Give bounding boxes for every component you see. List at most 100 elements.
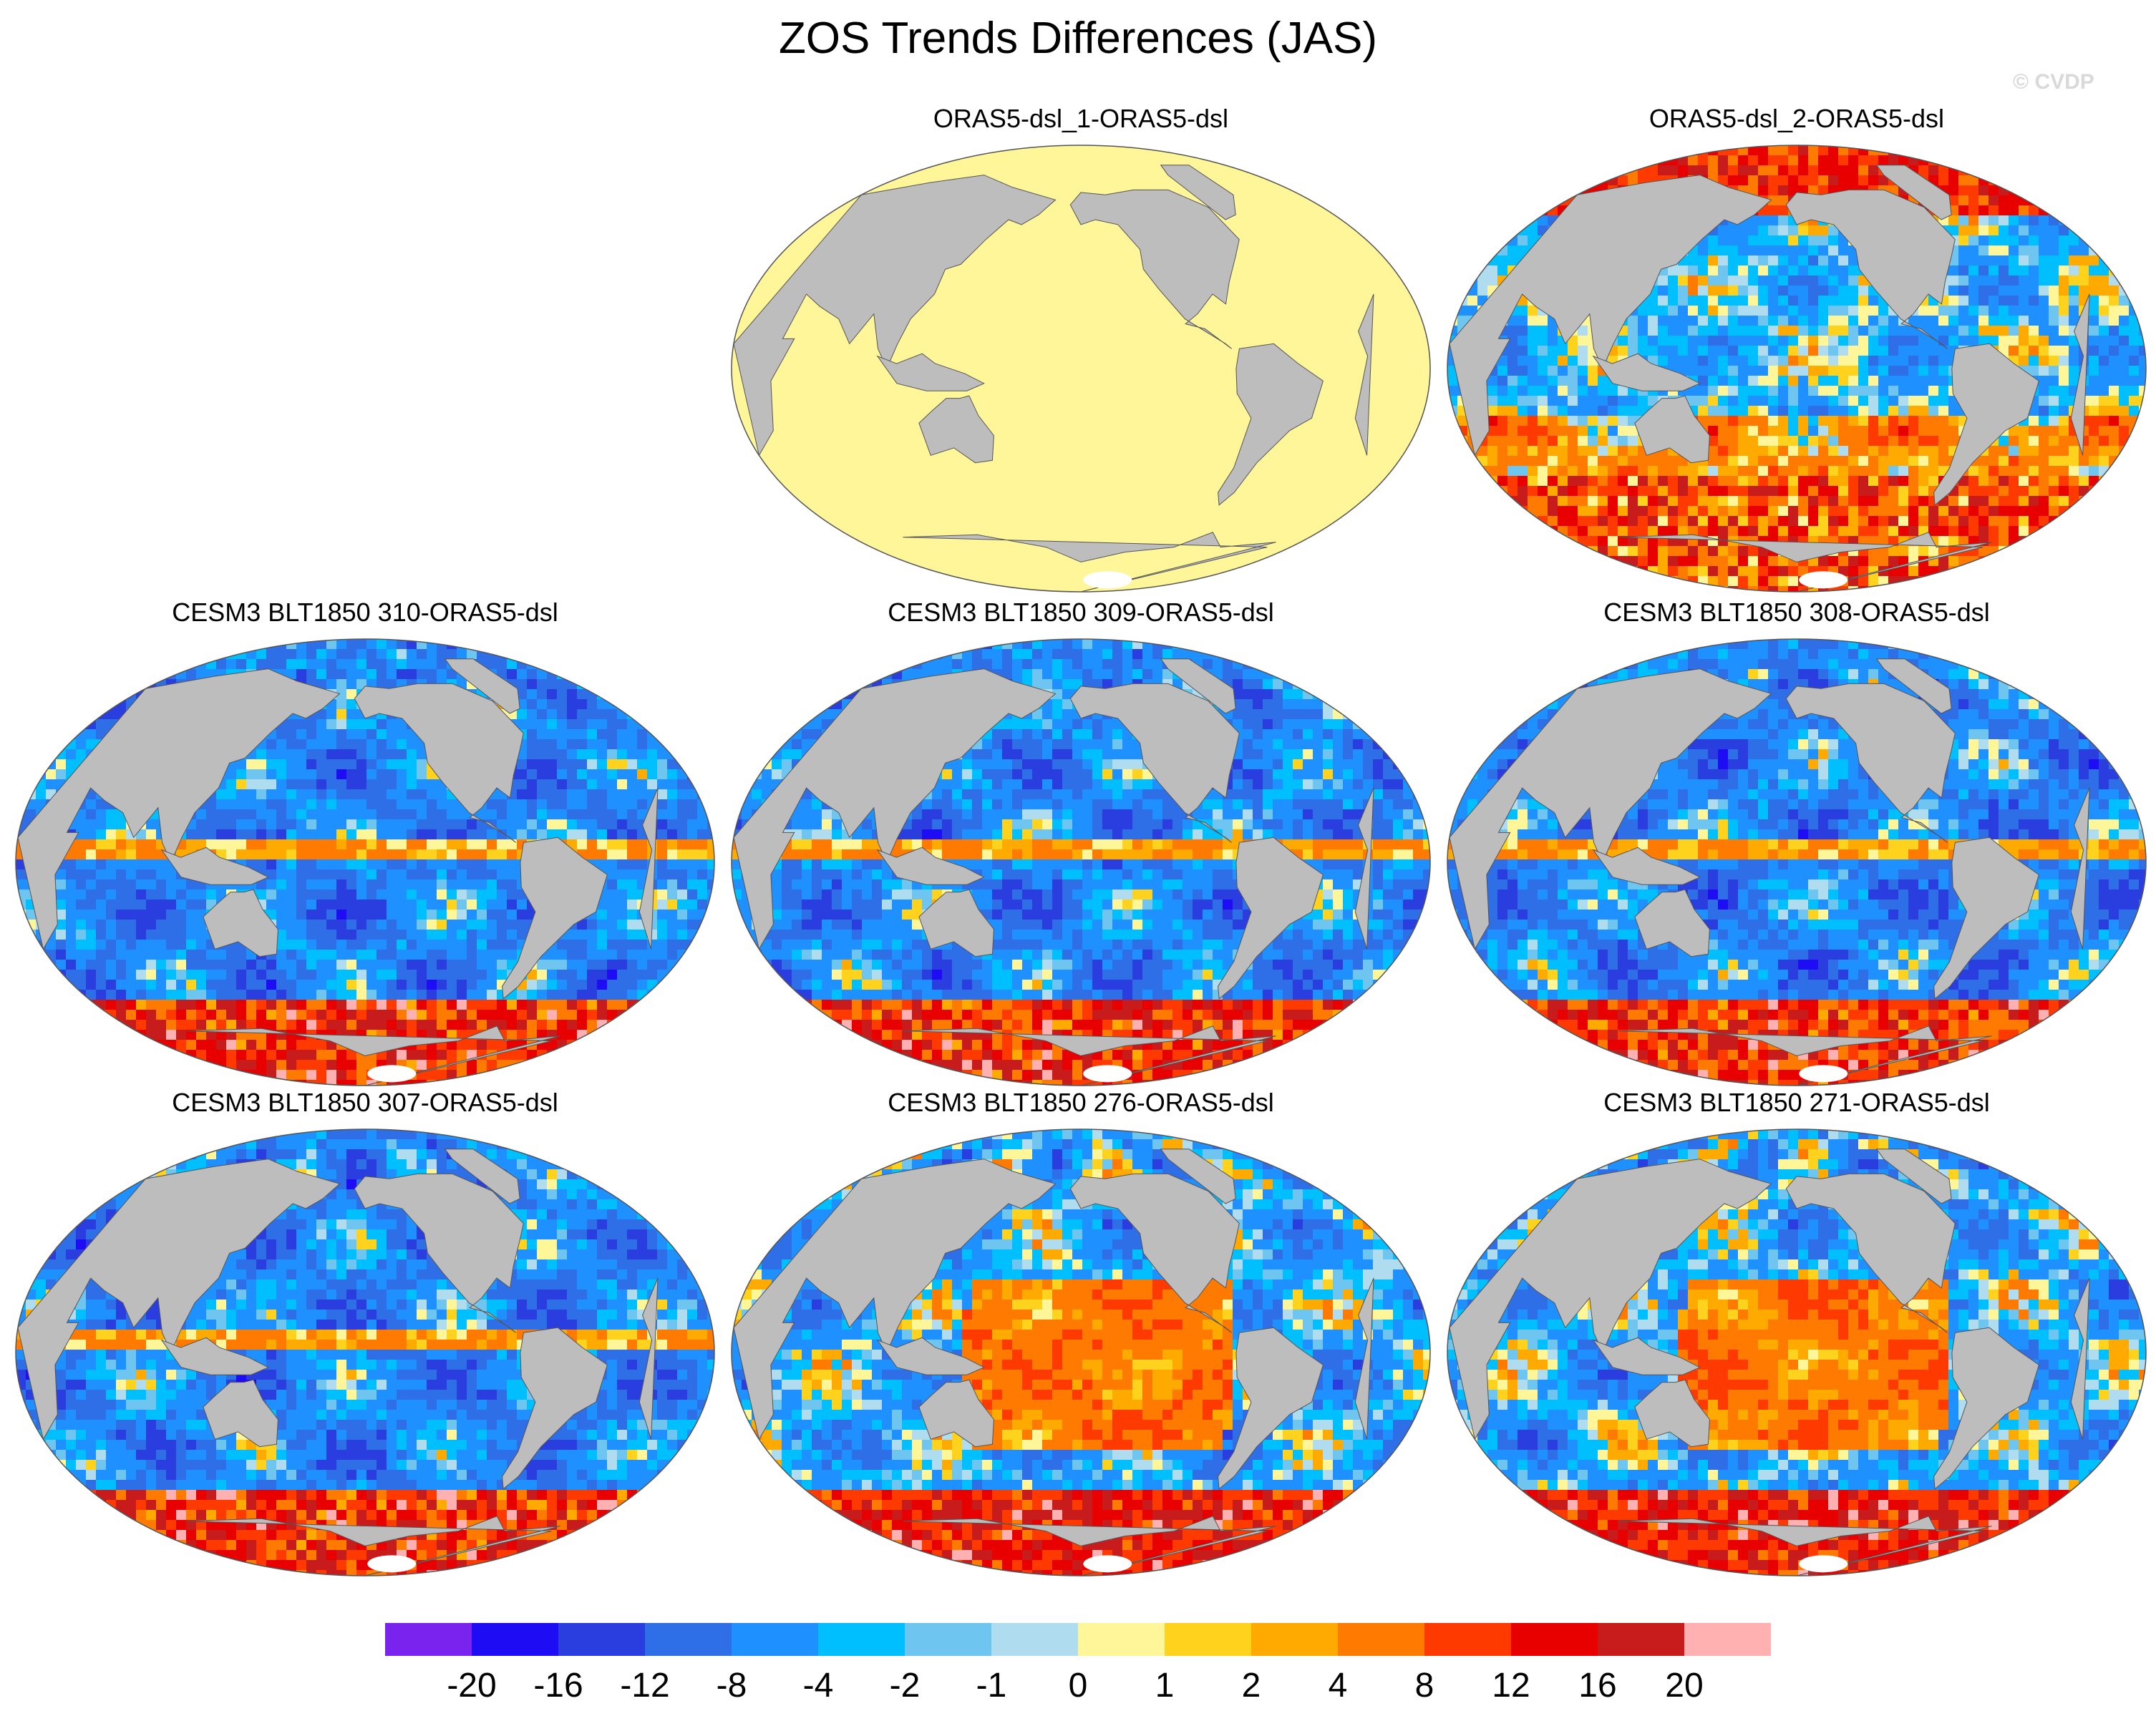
continent-landmass [1933,1327,2039,1490]
continent-landmass [1218,343,1324,506]
continent-landmass [1354,293,1374,456]
colorbar-tick-label: 2 [1242,1666,1261,1705]
antarctica-landmass [903,1516,1276,1576]
ice-shelf [367,1065,417,1083]
colorbar-tick-label: -12 [620,1666,669,1705]
antarctica-landmass [903,1025,1276,1086]
panel-title: CESM3 BLT1850 310-ORAS5-dsl [7,598,723,628]
continent-landmass [1354,787,1374,950]
continent-landmass [1449,668,1772,950]
colorbar-swatch [1684,1623,1771,1656]
map-outline [731,1128,1431,1576]
colorbar-tick-label: 8 [1415,1666,1434,1705]
antarctica-landmass [187,1025,560,1086]
continent-landmass [733,175,1057,457]
map-outline [1447,1128,2147,1576]
map-panel: CESM3 BLT1850 307-ORAS5-dsl [7,1088,723,1581]
colorbar-swatch [991,1623,1078,1656]
colorbar-swatch [905,1623,991,1656]
continent-landmass [444,1149,520,1204]
colorbar-swatch [385,1623,472,1656]
world-map [1447,145,2147,593]
antarctica-landmass [1618,532,1992,592]
colorbar-tick-label: -8 [717,1666,747,1705]
map-outline [15,638,715,1086]
panel-title: ORAS5-dsl_2-ORAS5-dsl [1439,104,2155,134]
world-map [15,1128,715,1576]
colorbar-swatch [1598,1623,1684,1656]
continent-landmass [1069,1173,1240,1333]
continent-landmass [1785,683,1956,843]
ice-shelf [1083,1555,1132,1573]
continent-landmass [2070,1277,2090,1440]
continent-landmass [1634,1379,1710,1448]
ice-shelf [1799,571,1848,589]
ice-shelf [1799,1065,1848,1083]
continent-landmass [1354,1277,1374,1440]
continent-landmass [1875,1149,1952,1204]
continent-landmass [2070,787,2090,950]
colorbar-tick-label: 20 [1665,1666,1703,1705]
colorbar-tick-label: -2 [890,1666,921,1705]
continent-landmass [1634,395,1710,464]
continent-landmass [1449,175,1772,457]
continent-landmass [733,668,1057,950]
colorbar-tick-label: 0 [1069,1666,1088,1705]
continent-landmass [1933,837,2039,1000]
continent-landmass [876,1337,985,1375]
map-panel: CESM3 BLT1850 309-ORAS5-dsl [723,598,1439,1091]
continent-landmass [918,889,994,957]
map-outline [1447,638,2147,1086]
world-map [1447,638,2147,1086]
continent-landmass [1592,847,1701,885]
world-map [731,1128,1431,1576]
colorbar-tick-label: 12 [1492,1666,1530,1705]
continent-landmass [1160,658,1236,714]
world-map [15,638,715,1086]
colorbar-swatch [1251,1623,1338,1656]
antarctica-landmass [903,532,1276,592]
continent-landmass [1218,1327,1324,1490]
map-panel: CESM3 BLT1850 310-ORAS5-dsl [7,598,723,1091]
colorbar-swatch [1511,1623,1598,1656]
continent-landmass [160,847,269,885]
panel-title: CESM3 BLT1850 276-ORAS5-dsl [723,1088,1439,1118]
colorbar-tick-label: 1 [1155,1666,1175,1705]
world-map [731,638,1431,1086]
colorbar-swatch [818,1623,905,1656]
continent-landmass [160,1337,269,1375]
continent-landmass [1875,658,1952,714]
world-map [1447,1128,2147,1576]
continent-landmass [918,1379,994,1448]
cvdp-watermark: © CVDP [2013,70,2094,94]
continent-landmass [1933,343,2039,506]
colorbar-tick-label: -20 [447,1666,496,1705]
colorbar-tick-label: 4 [1329,1666,1348,1705]
panel-title: ORAS5-dsl_1-ORAS5-dsl [723,104,1439,134]
map-panel: CESM3 BLT1850 276-ORAS5-dsl [723,1088,1439,1581]
colorbar-swatch [1078,1623,1165,1656]
map-outline [1447,145,2147,593]
continent-landmass [17,1159,341,1440]
continent-landmass [203,1379,278,1448]
panel-title: CESM3 BLT1850 307-ORAS5-dsl [7,1088,723,1118]
continent-landmass [502,837,608,1000]
world-map [731,145,1431,593]
continent-landmass [354,1173,524,1333]
colorbar-swatch [1424,1623,1511,1656]
colorbar-swatch [1338,1623,1424,1656]
colorbar-swatch [558,1623,645,1656]
colorbar-swatch [732,1623,818,1656]
colorbar-swatch [472,1623,558,1656]
continent-landmass [2070,293,2090,456]
continent-landmass [444,658,520,714]
continent-landmass [1069,189,1240,349]
continent-landmass [1069,683,1240,843]
continent-landmass [502,1327,608,1490]
colorbar-tick-label: -1 [976,1666,1007,1705]
continent-landmass [1160,165,1236,220]
ice-shelf [1799,1555,1848,1573]
ice-shelf [367,1555,417,1573]
panel-title: CESM3 BLT1850 271-ORAS5-dsl [1439,1088,2155,1118]
continent-landmass [1785,189,1956,349]
